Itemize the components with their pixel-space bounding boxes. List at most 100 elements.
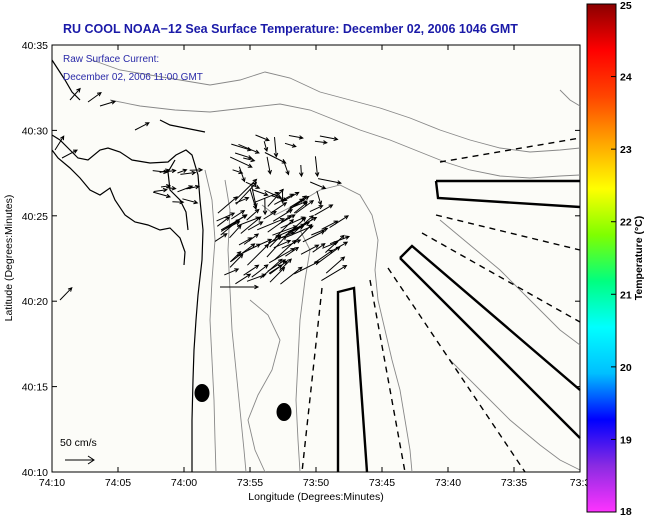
current-vector: [235, 181, 258, 205]
current-vector: [270, 202, 288, 214]
current-vector: [231, 143, 253, 152]
y-tick-label: 40:15: [22, 382, 48, 394]
current-vector: [238, 166, 246, 183]
y-tick-label: 40:35: [22, 40, 48, 52]
buoy-marker-west: [194, 384, 210, 402]
map-frame: [51, 44, 581, 473]
x-axis-label: Longitude (Degrees:Minutes): [248, 491, 383, 503]
current-vector: [269, 266, 286, 283]
current-vector: [220, 214, 248, 231]
current-vector: [284, 142, 297, 148]
current-vector: [235, 273, 252, 285]
current-vector: [243, 264, 260, 276]
y-tick-label: 40:30: [22, 125, 48, 137]
current-vector: [238, 143, 260, 154]
current-vector: [69, 87, 81, 101]
x-tick-label: 73:35: [501, 477, 527, 489]
current-vector: [243, 233, 260, 245]
current-vector: [186, 184, 201, 190]
x-tick-label: 73:55: [237, 477, 263, 489]
current-vector: [264, 189, 283, 199]
colorbar-tick-label: 25: [620, 0, 632, 12]
current-vector: [234, 178, 258, 201]
current-vector: [87, 91, 102, 103]
current-vector: [243, 157, 256, 163]
current-vector: [224, 268, 240, 276]
current-vector: [257, 218, 285, 231]
scale-label: 50 cm/s: [60, 437, 97, 449]
current-vector: [180, 170, 197, 176]
current-vector: [329, 215, 350, 229]
colorbar-tick-label: 18: [620, 506, 632, 518]
current-vector: [310, 181, 327, 190]
colorbar-label: Temperature (°C): [633, 216, 645, 301]
current-vector: [298, 164, 304, 178]
map-title: RU COOL NOAA−12 Sea Surface Temperature:…: [63, 22, 518, 36]
current-vector: [189, 167, 204, 173]
current-vector: [59, 287, 73, 301]
bathymetry-contours: [91, 59, 581, 473]
current-vector: [314, 156, 320, 178]
current-vector: [273, 137, 279, 158]
y-axis-label: Latitude (Degrees:Minutes): [3, 195, 15, 322]
current-vector: [247, 238, 273, 251]
current-vector: [263, 141, 269, 153]
y-axis-ticks: 40:35 40:30 40:25 40:20 40:15 40:10: [22, 40, 580, 479]
current-vector: [316, 246, 341, 265]
current-vector: [229, 224, 242, 239]
current-vector: [268, 264, 283, 274]
current-vector: [318, 178, 342, 185]
current-vectors: [54, 87, 351, 301]
current-vector: [319, 135, 339, 141]
channel-boxes: [336, 179, 581, 473]
current-vector: [166, 185, 177, 191]
colorbar-tick-label: 21: [620, 289, 632, 301]
colorbar-tick-label: 24: [620, 72, 632, 84]
x-tick-label: 73:3: [570, 477, 591, 489]
colorbar-tick-label: 19: [620, 434, 632, 446]
current-vector: [309, 205, 324, 213]
current-vector: [232, 169, 244, 175]
current-vector: [216, 216, 231, 227]
current-vector: [254, 191, 280, 203]
current-vector: [266, 156, 272, 175]
current-vector: [314, 140, 328, 145]
current-vector: [252, 189, 269, 197]
current-vector: [230, 243, 256, 262]
x-tick-label: 73:40: [435, 477, 461, 489]
current-vector: [269, 235, 282, 248]
current-vector: [314, 204, 334, 216]
colorbar: [586, 3, 617, 513]
current-vector: [61, 149, 78, 159]
current-vector: [245, 181, 261, 189]
current-vector: [259, 258, 283, 279]
current-vector: [247, 243, 270, 266]
x-axis-ticks: 74:10 74:05 74:00 73:55 73:50 73:45 73:40 73:35…: [39, 45, 591, 489]
x-tick-label: 74:10: [39, 477, 65, 489]
current-vector: [172, 199, 185, 205]
colorbar-tick-label: 20: [620, 362, 632, 374]
current-vector: [251, 264, 269, 278]
inset-current-label: Raw Surface Current:: [63, 54, 159, 65]
current-vector: [293, 201, 308, 214]
current-vector: [182, 198, 199, 205]
current-vector: [264, 152, 287, 164]
current-vector: [99, 100, 117, 107]
current-vector: [152, 169, 169, 175]
radial-dashed-lines: [301, 137, 581, 473]
current-vector: [262, 198, 268, 216]
x-tick-label: 74:00: [171, 477, 197, 489]
current-vector: [316, 190, 323, 206]
current-vector: [295, 199, 315, 214]
current-vector: [321, 220, 339, 230]
colorbar-tick-label: 22: [620, 217, 632, 229]
current-vector: [325, 256, 346, 274]
current-vector: [279, 214, 296, 225]
current-vector: [255, 134, 270, 142]
current-vector: [229, 156, 253, 168]
current-vector: [251, 185, 258, 208]
buoy-marker-east: [276, 403, 292, 421]
current-vector: [231, 210, 246, 220]
current-vector: [294, 223, 313, 243]
current-vector: [288, 135, 304, 140]
